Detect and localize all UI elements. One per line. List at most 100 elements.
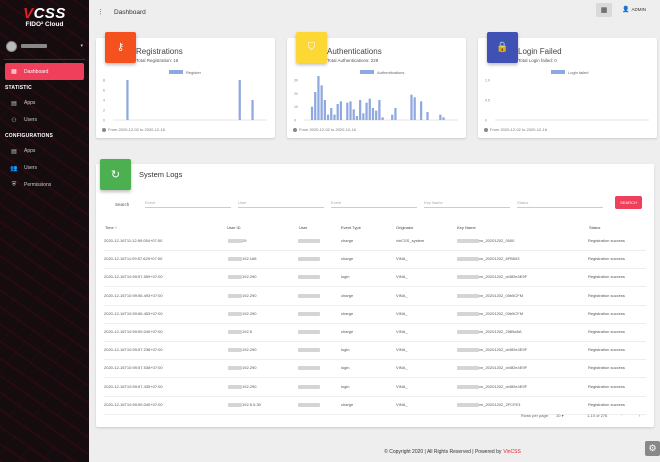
cell-user-id: 192.5.5.30 — [228, 402, 261, 407]
sidebar-item-users-statistic[interactable]: ⚇ Users — [5, 112, 84, 128]
nav-section-statistic: STATISTIC — [5, 85, 32, 91]
column-header-originator[interactable]: Originator — [396, 225, 414, 230]
card-subtitle: Total Authentications: 229 — [327, 58, 379, 63]
table-row[interactable]: 2020-12-16T11:09:57.625+07:00 192.168 char… — [104, 250, 646, 270]
filter-key-name[interactable]: Key Name — [424, 196, 510, 208]
table-row[interactable]: 2020-12-16T10:59:56.453+07:00 192.290 char… — [104, 305, 646, 324]
sidebar-item-dashboard[interactable]: ▦ Dashboard — [5, 63, 84, 80]
sidebar-item-apps-statistic[interactable]: ▤ Apps — [5, 95, 84, 111]
logs-title: System Logs — [139, 170, 183, 179]
chart-bar — [323, 100, 326, 120]
redacted-text — [457, 366, 479, 371]
y-tick-label: 1.0 — [485, 79, 490, 83]
y-tick-label: 30 — [294, 79, 298, 83]
logo-text: CSS — [33, 4, 66, 22]
cell-user — [298, 402, 320, 407]
cell-user — [298, 329, 320, 334]
cell-user — [298, 311, 320, 316]
clock-icon — [102, 127, 106, 132]
user-profile-toggle[interactable]: ▾ — [0, 36, 89, 56]
refresh-icon: ↻ — [100, 159, 131, 190]
cell-status: Registration success — [588, 292, 625, 298]
sidebar-item-permissions[interactable]: ⛨ Permissions — [5, 177, 84, 193]
next-page-button[interactable]: › — [639, 413, 641, 418]
registrations-chart: Register 8 6 4 2 0 — [103, 70, 267, 123]
chart-bar — [368, 98, 371, 120]
redacted-text — [298, 311, 320, 316]
vincss-link[interactable]: VinCSS — [503, 449, 521, 455]
chart-bar — [251, 100, 254, 120]
filter-event-type[interactable]: Event — [331, 196, 417, 208]
apps-grid-button[interactable]: ▦ — [596, 3, 612, 17]
chart-bar — [426, 112, 429, 120]
cell-event-type: login — [341, 365, 350, 371]
sidebar-item-apps-config[interactable]: ▤ Apps — [5, 143, 84, 159]
table-row[interactable]: 2020-12-16T10:59:59.040+07:00 192.5 charge… — [104, 323, 646, 342]
cell-user — [298, 256, 320, 262]
cell-status: Registration success — [588, 310, 625, 316]
chart-bar — [352, 109, 355, 120]
cell-user — [298, 347, 320, 353]
filter-event[interactable]: Event — [145, 196, 231, 208]
cell-originator: VINA_ — [396, 256, 408, 262]
vincss-logo: VCSS FIDO² Cloud — [23, 4, 66, 28]
sidebar-item-label: Permissions — [24, 182, 52, 188]
cell-event-type: login — [341, 274, 350, 280]
cell-ip: 192.5.5.30 — [242, 401, 261, 407]
cell-time: 2020-12-16T10:59:56.453+07:00 — [104, 310, 163, 316]
footer: © Copyright 2020 | All Rights Reserved |… — [89, 442, 660, 462]
table-row[interactable]: 2020-12-16T11:12:59.054+07:00 29 charge vin… — [104, 232, 646, 251]
redacted-text — [298, 275, 320, 280]
rows-per-page-value: 10 — [556, 413, 561, 418]
cell-key-value: vn_20201202_cb5f2e4E9F — [479, 274, 528, 280]
cell-time: 2020-12-16T10:59:57.435+07:00 — [104, 383, 163, 389]
table-row[interactable]: 2020-12-16T10:59:57.238+07:00 192.290 logi… — [104, 341, 646, 361]
chart-bar — [419, 101, 423, 120]
rows-per-page-select[interactable]: 10 ▾ — [556, 413, 564, 418]
filter-user[interactable]: User — [238, 196, 324, 208]
table-row[interactable]: 2020-12-16T10:59:56.493+07:00 192.290 char… — [104, 287, 646, 306]
cell-key-value: vn_20201202_0000 — [479, 238, 515, 243]
prev-page-button[interactable]: ‹ — [621, 413, 623, 418]
system-logs-card: ↻ System Logs Search Event User Event Ke… — [96, 159, 654, 427]
cell-time: 2020-12-16T11:09:57.625+07:00 — [104, 256, 163, 262]
chart-bar — [333, 114, 336, 120]
column-header-time[interactable]: Time ↑ — [105, 225, 117, 230]
cell-originator: VINA_ — [396, 310, 408, 316]
divider — [4, 59, 85, 60]
chart-bar — [442, 117, 445, 120]
sidebar-item-users-config[interactable]: 👥 Users — [5, 160, 84, 176]
cell-status: Registration success — [588, 347, 625, 353]
card-subtitle: Total Login failed: 0 — [518, 58, 557, 63]
cell-key-value: vn_20201202_2FCFE3 — [479, 401, 521, 407]
redacted-text — [228, 366, 242, 371]
user-menu-button[interactable]: 👤 ADMIN — [622, 6, 646, 13]
settings-gear-button[interactable]: ⚙ — [645, 441, 660, 456]
column-header-event-type[interactable]: Event Type — [341, 225, 361, 230]
sidebar-item-label: Apps — [24, 100, 36, 106]
table-row[interactable]: 2020-12-16T10:59:57.559+07:00 192.290 logi… — [104, 268, 646, 288]
table-row[interactable]: 2020-12-16T10:59:59.040+07:00 192.5.5.30 c… — [104, 396, 646, 415]
shield-check-icon: ⛉ — [296, 32, 327, 63]
chart-bar — [126, 80, 129, 120]
column-header-key-name[interactable]: Key Name — [457, 225, 476, 230]
registrations-card: ⚷ Registrations Total Registration: 16 R… — [96, 32, 275, 138]
cell-originator: VINA_ — [396, 401, 408, 407]
redacted-text — [298, 402, 320, 407]
shield-icon: ⛨ — [11, 181, 17, 188]
search-button[interactable]: SEARCH — [615, 196, 642, 209]
chart-bar — [238, 80, 241, 120]
table-row[interactable]: 2020-12-16T10:59:57.435+07:00 192.290 logi… — [104, 378, 646, 397]
cell-originator: VINA_ — [396, 365, 408, 371]
column-header-user-id[interactable]: User ID — [227, 225, 241, 230]
chart-bar — [326, 114, 330, 120]
column-header-user[interactable]: User — [299, 225, 308, 230]
y-tick-label: 10 — [294, 105, 298, 109]
more-vert-icon[interactable]: ⋮ — [97, 9, 104, 16]
column-header-status[interactable]: Status — [589, 225, 601, 230]
table-row[interactable]: 2020-12-16T10:59:57.538+07:00 192.290 logi… — [104, 359, 646, 379]
cell-time: 2020-12-16T11:12:59.054+07:00 — [104, 238, 163, 243]
cell-originator: VINA_ — [396, 274, 408, 280]
filter-status[interactable]: Status — [517, 196, 603, 208]
redacted-text — [298, 384, 320, 389]
